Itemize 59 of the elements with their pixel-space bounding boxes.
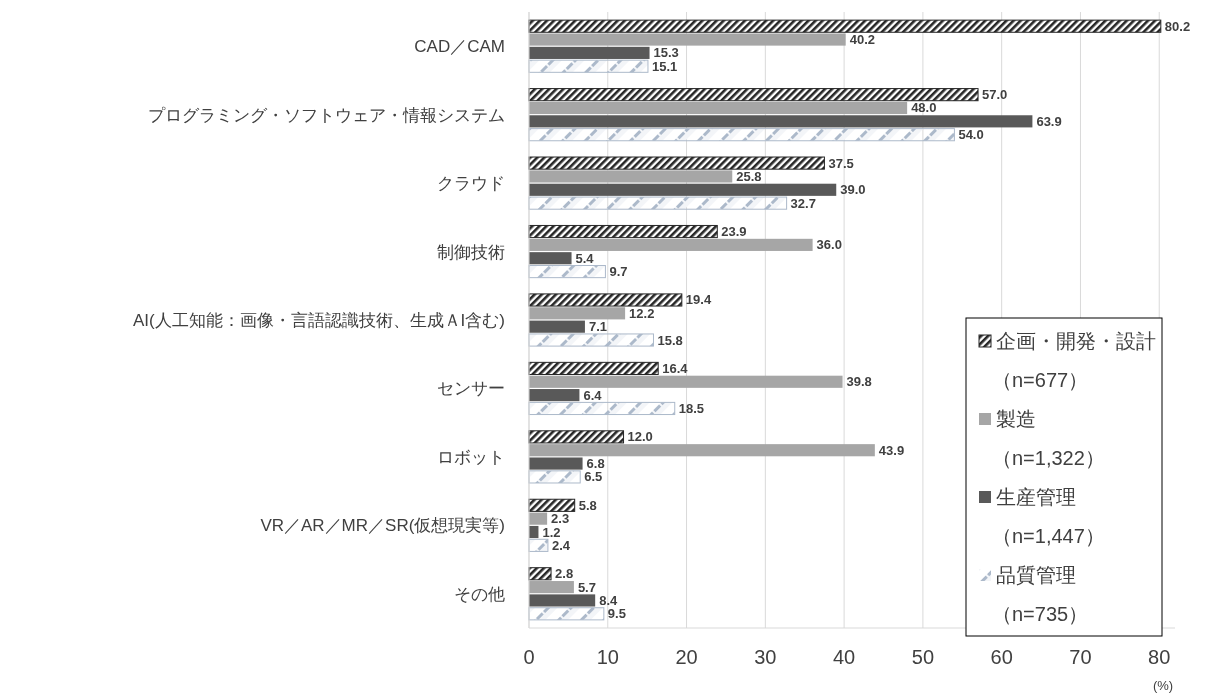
data-label: 54.0 <box>958 127 984 143</box>
x-tick-label: 80 <box>1148 646 1171 668</box>
data-label: 6.5 <box>584 469 603 485</box>
data-label: 5.4 <box>575 250 595 266</box>
legend-label: 生産管理（n=1,447） <box>992 486 1105 547</box>
y-tick-label: センサー <box>437 379 505 399</box>
data-label: 23.9 <box>721 224 747 240</box>
y-tick-label: ロボット <box>437 447 505 467</box>
data-label: 43.9 <box>878 442 905 458</box>
data-label: 8.4 <box>599 592 619 608</box>
data-label: 2.4 <box>551 537 571 553</box>
y-tick-label: その他 <box>454 584 505 604</box>
data-label: 37.5 <box>828 155 854 171</box>
data-label: 25.8 <box>736 168 762 184</box>
data-label: 9.7 <box>609 264 628 280</box>
legend-label: 企画・開発・設計（n=677） <box>992 330 1156 391</box>
x-tick-label: 60 <box>990 646 1013 668</box>
legend-label: 品質管理（n=735） <box>992 564 1089 625</box>
data-label: 6.4 <box>583 387 603 403</box>
data-label: 1.2 <box>542 524 561 540</box>
data-label: 2.8 <box>555 566 574 582</box>
data-label: 39.0 <box>840 182 866 198</box>
y-tick-label: AI(人工知能：画像・言語認識技術、生成ＡI含む) <box>132 311 505 330</box>
data-label: 57.0 <box>982 87 1008 103</box>
legend-label: 製造（n=1,322） <box>992 408 1105 469</box>
data-label: 39.8 <box>846 374 872 390</box>
data-label: 48.0 <box>911 100 937 116</box>
data-label: 36.0 <box>816 237 842 253</box>
data-label: 12.2 <box>629 305 655 321</box>
x-tick-label: 0 <box>523 646 535 668</box>
x-tick-label: 10 <box>596 646 619 668</box>
x-tick-label: 20 <box>675 646 698 668</box>
data-label: 2.3 <box>551 511 570 527</box>
y-tick-label: CAD／CAM <box>414 37 505 57</box>
data-label: 19.4 <box>685 292 712 308</box>
data-label: 32.7 <box>790 195 816 211</box>
data-label: 9.5 <box>607 606 626 622</box>
data-label: 15.3 <box>653 45 679 61</box>
y-tick-label: プログラミング・ソフトウェア・情報システム <box>148 105 505 125</box>
data-label: 6.8 <box>586 456 605 472</box>
x-tick-label: 30 <box>754 646 777 668</box>
data-label: 40.2 <box>849 32 876 48</box>
data-label: 16.4 <box>662 360 689 376</box>
data-label: 15.8 <box>657 332 683 348</box>
data-label: 5.7 <box>577 579 596 595</box>
data-label: 80.2 <box>1164 18 1191 34</box>
x-tick-label: 50 <box>911 646 935 668</box>
data-label: 5.8 <box>578 497 597 513</box>
data-label: 63.9 <box>1036 113 1062 129</box>
x-axis-title: (%) <box>1152 678 1174 693</box>
data-label: 18.5 <box>678 400 705 416</box>
y-tick-label: VR／AR／MR／SR(仮想現実等) <box>260 516 505 536</box>
y-tick-label: クラウド <box>437 174 505 194</box>
data-label: 7.1 <box>588 319 608 335</box>
x-tick-label: 70 <box>1069 646 1092 668</box>
x-tick-label: 40 <box>833 646 856 668</box>
data-label: 12.0 <box>627 429 653 445</box>
y-tick-label: 制御技術 <box>437 242 505 262</box>
data-label: 15.1 <box>651 58 678 74</box>
